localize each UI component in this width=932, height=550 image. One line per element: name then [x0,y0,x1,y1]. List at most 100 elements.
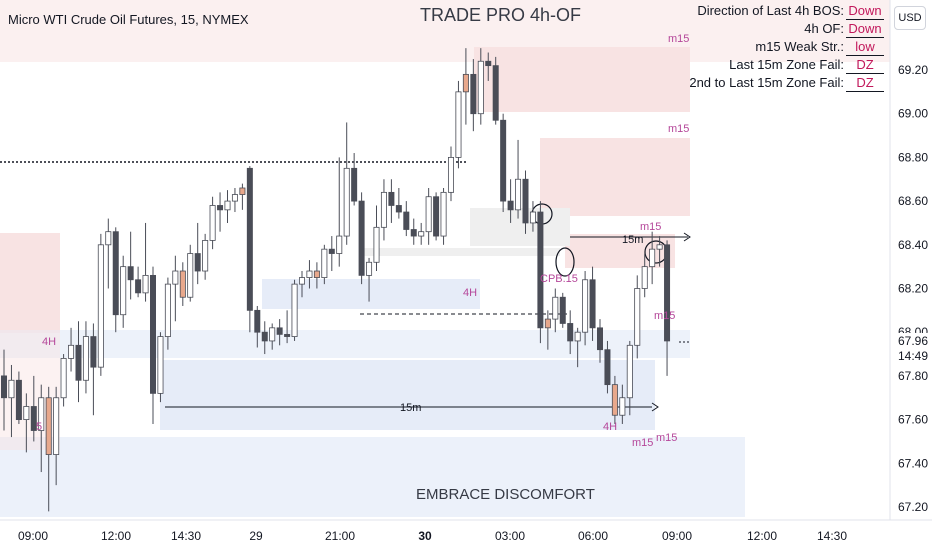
time-tick-label: 06:00 [578,529,608,543]
zone-box [540,138,690,216]
candle-body [45,397,52,455]
candle-body [291,283,298,337]
zone-label: 4H [603,421,617,433]
candle-body [187,253,194,298]
candle-body [202,240,209,272]
candle-body [135,279,142,294]
price-tick-label: 68.40 [898,238,928,252]
candle-body [127,266,134,281]
zone-box [565,234,675,268]
candle-body [403,211,410,230]
zone-label: m15 [668,123,689,135]
candle-body [462,73,469,93]
candle-body [254,309,261,333]
candle-body [425,196,432,233]
zone-label: m15 [656,432,677,444]
price-tick-label: 68.20 [898,282,928,296]
info-value: DZ [846,74,884,92]
candle-body [559,296,566,324]
candle-body [23,406,30,420]
arrow-head-upper [683,232,691,242]
candle-body [664,244,671,342]
candle-body [38,397,45,431]
price-tick-label: 67.20 [898,500,928,514]
candle-body [209,205,216,241]
info-value: DZ [846,56,884,74]
candle-body [90,336,97,368]
candle-body [366,261,373,276]
zone-box [360,248,560,256]
candle-body [529,211,536,224]
price-tick-label: 67.60 [898,413,928,427]
candle-body [455,91,462,158]
candle-body [224,200,231,211]
candle-body [656,244,663,250]
candle-body [447,156,454,193]
candle-body [82,336,89,381]
candle-body [574,331,581,342]
candle-body [30,406,37,431]
candle-body [194,253,201,272]
candle-body [246,167,253,311]
zone-label: m15 [654,310,675,322]
candle-body [589,279,596,329]
candle-body [298,277,305,285]
candle-body [120,266,127,316]
zone-label: 4H [463,287,477,299]
time-tick-label: 14:30 [817,529,847,543]
info-row-weak: m15 Weak Str.: low [689,38,884,56]
marker-circle [555,247,575,277]
candle-body [60,358,67,399]
levels-layer [0,161,691,412]
candle-body [358,200,365,276]
zone-label: m15 [668,33,689,45]
candle-body [231,194,238,202]
candle-body [418,231,425,237]
zone-box [470,208,570,246]
time-tick-label: 21:00 [325,529,355,543]
zone-label: 15m [400,402,421,414]
zone-label: 4H [42,336,56,348]
time-tick-label: 30 [418,529,432,543]
candle-body [351,167,358,202]
countdown-label: 14:49 [898,349,928,363]
candle-body [269,327,276,342]
zone-label: m15 [632,437,653,449]
candle-body [313,270,320,278]
zone-box [160,360,655,430]
candle-body [619,397,626,416]
info-value: Down [846,20,884,38]
candle-body [142,274,149,294]
candle-body [537,211,544,329]
candle-body [440,191,447,237]
candle-body [597,327,604,351]
candle-body [477,60,484,115]
price-tick-label: 68.80 [898,150,928,164]
info-label: 4h OF: [804,21,844,36]
price-tick-label: 68.60 [898,194,928,208]
candle-body [8,379,15,399]
candle-body [336,235,343,254]
time-tick-label: 09:00 [18,529,48,543]
time-tick-label: 29 [249,529,263,543]
candle-body [515,178,522,211]
candle-body [626,344,633,399]
candle-body [179,270,186,298]
candle-body [276,327,283,335]
candle-body [105,231,112,246]
zones-layer [0,0,890,517]
info-value: low [846,38,884,56]
candle-body [172,270,179,285]
candle-body [306,270,313,278]
candle-body [112,231,119,316]
candle-body [380,191,387,228]
candle-body [470,73,477,115]
symbol-title[interactable]: Micro WTI Crude Oil Futures, 15, NYMEX [8,12,249,27]
candles-layer [0,48,671,512]
currency-button[interactable]: USD [894,6,926,30]
zone-label: 15m [622,234,643,246]
candle-body [500,119,507,202]
candle-body [149,274,156,394]
